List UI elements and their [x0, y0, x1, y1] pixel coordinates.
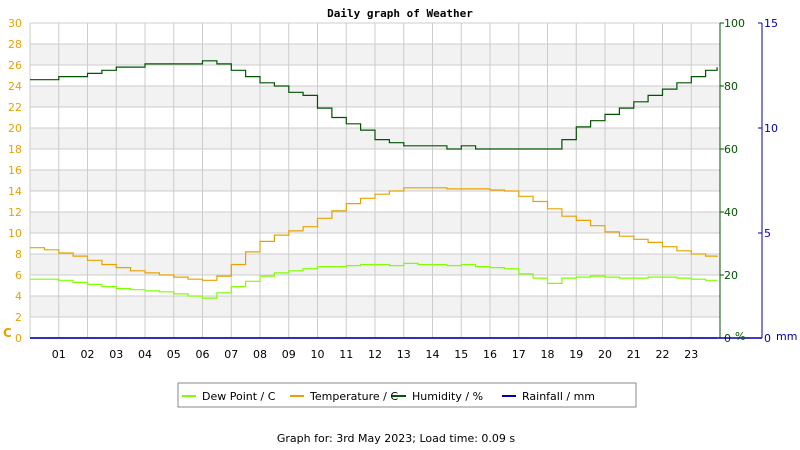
- temperature-tick-label: 26: [8, 59, 22, 72]
- grid-lines: [29, 22, 721, 339]
- x-tick-label: 14: [426, 348, 440, 361]
- temperature-tick-label: 30: [8, 17, 22, 30]
- legend-label-rainfall: Rainfall / mm: [522, 390, 595, 403]
- x-tick-label: 08: [253, 348, 267, 361]
- rain-tick-label: 0: [764, 332, 771, 345]
- dew-point-series-line: [30, 262, 718, 299]
- x-tick-label: 11: [339, 348, 353, 361]
- temperature-tick-label: 10: [8, 227, 22, 240]
- humidity-series-line: [30, 60, 718, 150]
- x-tick-label: 16: [483, 348, 497, 361]
- x-tick-label: 18: [541, 348, 555, 361]
- humidity-tick-label: 100: [724, 17, 745, 30]
- rain-tick-label: 15: [764, 17, 778, 30]
- humidity-tick-label: 40: [724, 206, 738, 219]
- temperature-tick-label: 14: [8, 185, 22, 198]
- x-tick-label: 03: [109, 348, 123, 361]
- humidity-tick-label: 80: [724, 80, 738, 93]
- legend: Dew Point / C Temperature / C Humidity / %…: [177, 382, 637, 408]
- x-tick-label: 13: [397, 348, 411, 361]
- rain-tick-label: 5: [764, 227, 771, 240]
- x-tick-label: 09: [282, 348, 296, 361]
- x-tick-label: 01: [52, 348, 66, 361]
- x-tick-label: 06: [196, 348, 210, 361]
- temperature-tick-label: 0: [15, 332, 22, 345]
- x-tick-label: 10: [311, 348, 325, 361]
- x-tick-label: 19: [569, 348, 583, 361]
- x-tick-label: 17: [512, 348, 526, 361]
- x-tick-label: 20: [598, 348, 612, 361]
- footer-text: Graph for: 3rd May 2023; Load time: 0.09…: [277, 432, 516, 445]
- legend-label-dew-point: Dew Point / C: [202, 390, 276, 403]
- x-tick-label: 22: [656, 348, 670, 361]
- temperature-tick-label: 20: [8, 122, 22, 135]
- x-tick-label: 21: [627, 348, 641, 361]
- temperature-tick-label: 6: [15, 269, 22, 282]
- x-tick-label: 23: [684, 348, 698, 361]
- humidity-tick-label: 60: [724, 143, 738, 156]
- temperature-tick-label: 22: [8, 101, 22, 114]
- rain-axis-unit: mm: [776, 330, 797, 343]
- legend-box: [177, 382, 637, 408]
- temperature-tick-label: 2: [15, 311, 22, 324]
- left-axis-unit: C: [3, 326, 12, 340]
- temperature-tick-label: 18: [8, 143, 22, 156]
- legend-label-humidity: Humidity / %: [412, 390, 483, 403]
- x-tick-label: 15: [454, 348, 468, 361]
- temperature-tick-label: 12: [8, 206, 22, 219]
- temperature-tick-label: 8: [15, 248, 22, 261]
- chart-title: Daily graph of Weather: [327, 7, 473, 20]
- x-tick-label: 05: [167, 348, 181, 361]
- temperature-series-line: [30, 187, 718, 281]
- x-tick-label: 12: [368, 348, 382, 361]
- rain-tick-label: 10: [764, 122, 778, 135]
- x-tick-label: 07: [224, 348, 238, 361]
- temperature-tick-label: 4: [15, 290, 22, 303]
- humidity-tick-label: 20: [724, 269, 738, 282]
- temperature-tick-label: 24: [8, 80, 22, 93]
- x-tick-label: 02: [81, 348, 95, 361]
- axes: 0246810121416182022242628300204060801000…: [8, 17, 778, 361]
- legend-label-temperature: Temperature / C: [309, 390, 398, 403]
- temperature-tick-label: 28: [8, 38, 22, 51]
- humidity-axis-unit: %: [735, 330, 745, 343]
- temperature-tick-label: 16: [8, 164, 22, 177]
- x-tick-label: 04: [138, 348, 152, 361]
